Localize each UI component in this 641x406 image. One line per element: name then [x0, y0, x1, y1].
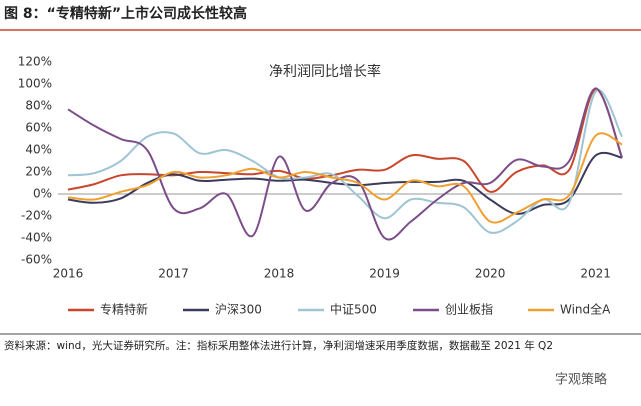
source-note: 资料来源：wind，光大证券研究所。注：指标采用整体法进行计算，净利润增速采用季…	[4, 339, 553, 352]
y-tick-label: 80%	[25, 99, 52, 113]
y-tick-label: 120%	[18, 55, 52, 69]
legend-label: 创业板指	[445, 302, 493, 317]
y-tick-label: -40%	[21, 231, 52, 245]
y-tick-label: -60%	[21, 253, 52, 267]
y-tick-label: 40%	[25, 143, 52, 157]
watermark: 字观策略	[555, 372, 607, 388]
y-tick-label: 0%	[33, 187, 52, 201]
page-title: 图 8：“专精特新”上市公司成长性较高	[4, 5, 247, 22]
line-series	[67, 132, 623, 224]
legend-label: 专精特新	[100, 302, 148, 317]
x-tick-label: 2016	[53, 267, 84, 281]
x-tick-label: 2019	[369, 267, 400, 281]
x-tick-label: 2017	[158, 267, 189, 281]
line-series	[67, 87, 623, 241]
legend-label: 中证500	[330, 302, 377, 317]
y-tick-label: 60%	[25, 121, 52, 135]
legend-label: 沪深300	[215, 303, 262, 317]
chart-title: 净利润同比增长率	[269, 63, 381, 80]
legend-label: Wind全A	[560, 302, 611, 317]
x-tick-label: 2021	[580, 267, 611, 281]
y-tick-label: -20%	[21, 209, 52, 223]
x-tick-label: 2020	[475, 267, 506, 281]
y-tick-label: 100%	[18, 77, 52, 91]
y-tick-label: 20%	[25, 165, 52, 179]
x-tick-label: 2018	[264, 267, 295, 281]
line-series	[67, 89, 623, 234]
